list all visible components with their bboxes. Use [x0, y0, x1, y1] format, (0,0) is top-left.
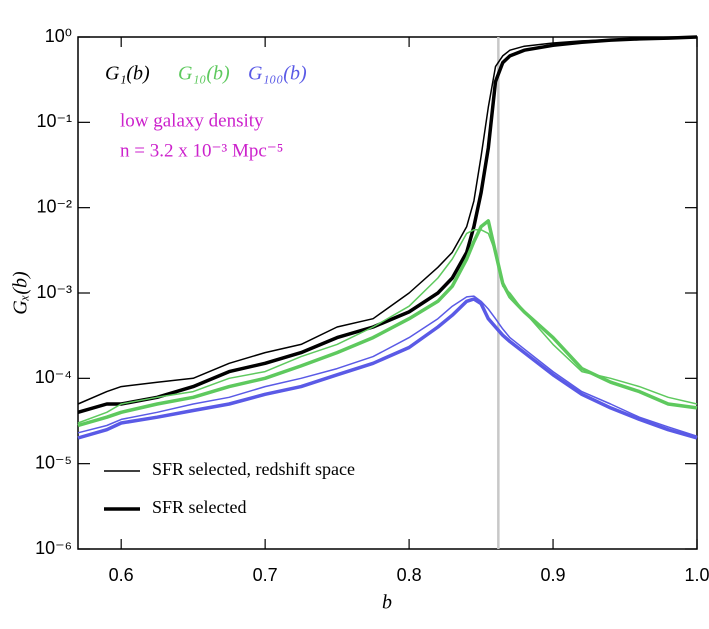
- x-tick-label: 0.7: [253, 565, 278, 585]
- annotation: n = 3.2 x 10⁻³ Mpc⁻⁵: [120, 140, 283, 161]
- data-line: [77, 35, 698, 414]
- legend-label: G₁(b): [105, 63, 150, 85]
- x-tick-label: 1.0: [684, 565, 709, 585]
- x-axis-label: b: [382, 592, 392, 614]
- legend-label: SFR selected, redshift space: [152, 459, 355, 479]
- y-tick-label: 10⁻⁵: [35, 452, 72, 472]
- data-line: [77, 297, 698, 440]
- y-tick-label: 10⁻²: [36, 196, 72, 216]
- data-line: [77, 295, 698, 437]
- y-tick-label: 10⁻⁴: [35, 367, 72, 387]
- annotation: low galaxy density: [120, 110, 264, 131]
- x-tick-label: 0.8: [397, 565, 422, 585]
- data-line: [77, 219, 698, 428]
- x-tick-label: 0.6: [109, 565, 134, 585]
- y-tick-label: 10⁻³: [36, 282, 72, 302]
- data-line: [77, 229, 698, 424]
- y-axis-label: Gₓ(b): [10, 271, 32, 315]
- legend-label: G₁₀(b): [178, 63, 230, 85]
- y-tick-label: 10⁻⁶: [35, 538, 72, 558]
- legend-label: SFR selected: [152, 497, 247, 517]
- legend-label: G₁₀₀(b): [248, 63, 307, 85]
- y-tick-label: 10⁻¹: [36, 111, 72, 131]
- x-tick-label: 0.9: [541, 565, 566, 585]
- y-tick-label: 10⁰: [45, 26, 72, 46]
